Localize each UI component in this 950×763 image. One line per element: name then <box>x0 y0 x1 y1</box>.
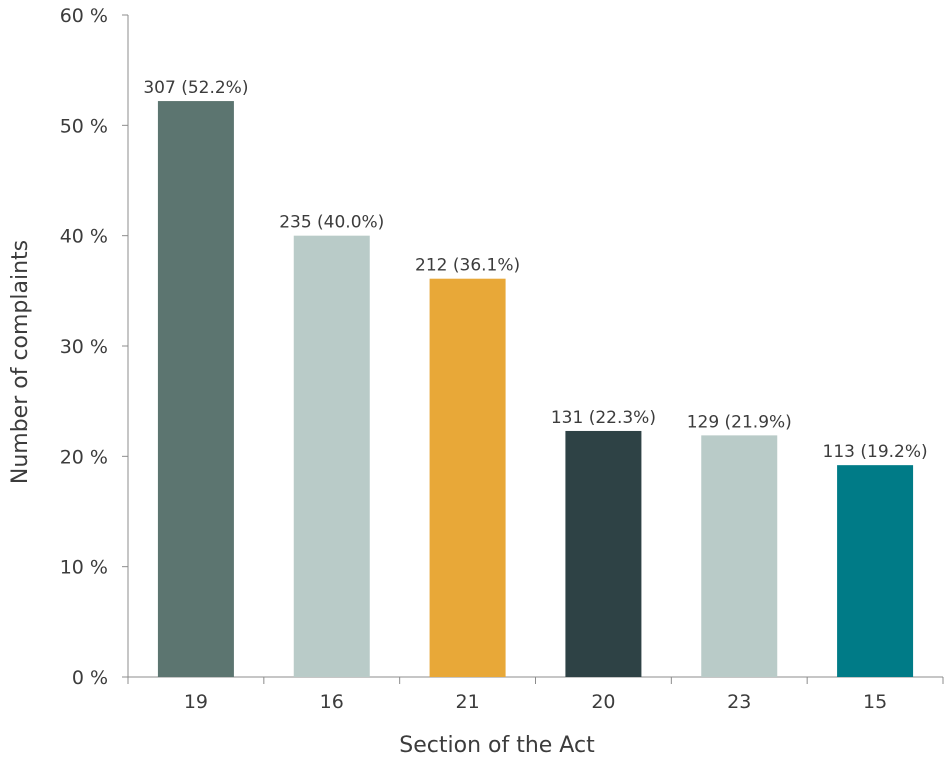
bar <box>701 435 778 677</box>
y-axis-title: Number of complaints <box>8 240 33 484</box>
y-axis: 0 % 10 % 20 % 30 % 40 % 50 % 60 % <box>60 5 129 689</box>
bar-data-label: 113 (19.2%) <box>823 442 928 462</box>
x-tick-label: 21 <box>455 691 479 713</box>
y-tick-label: 40 % <box>60 226 108 248</box>
bar <box>293 235 370 677</box>
y-tick-label: 30 % <box>60 336 108 358</box>
bar-data-label: 131 (22.3%) <box>551 408 656 428</box>
x-tick-label: 16 <box>320 691 344 713</box>
x-tick-label: 19 <box>184 691 208 713</box>
x-tick-label: 23 <box>727 691 751 713</box>
x-tick-label: 15 <box>863 691 887 713</box>
bar-data-label: 307 (52.2%) <box>143 78 248 98</box>
bar <box>157 101 234 677</box>
bar <box>837 465 914 677</box>
bars <box>157 101 914 677</box>
bar <box>429 278 506 677</box>
data-labels: 307 (52.2%) 235 (40.0%) 212 (36.1%) 131 (22… <box>143 78 927 462</box>
x-tick-label: 20 <box>591 691 615 713</box>
bar-data-label: 129 (21.9%) <box>687 412 792 432</box>
bar <box>565 430 642 677</box>
x-axis: 19 16 21 20 23 15 <box>127 676 944 713</box>
y-tick-label: 0 % <box>72 667 108 689</box>
x-axis-title: Section of the Act <box>399 733 595 758</box>
y-tick-label: 10 % <box>60 557 108 579</box>
bar-data-label: 235 (40.0%) <box>279 213 384 233</box>
bar-data-label: 212 (36.1%) <box>415 256 520 276</box>
y-tick-label: 50 % <box>60 115 108 137</box>
y-tick-label: 60 % <box>60 5 108 27</box>
y-tick-label: 20 % <box>60 446 108 468</box>
